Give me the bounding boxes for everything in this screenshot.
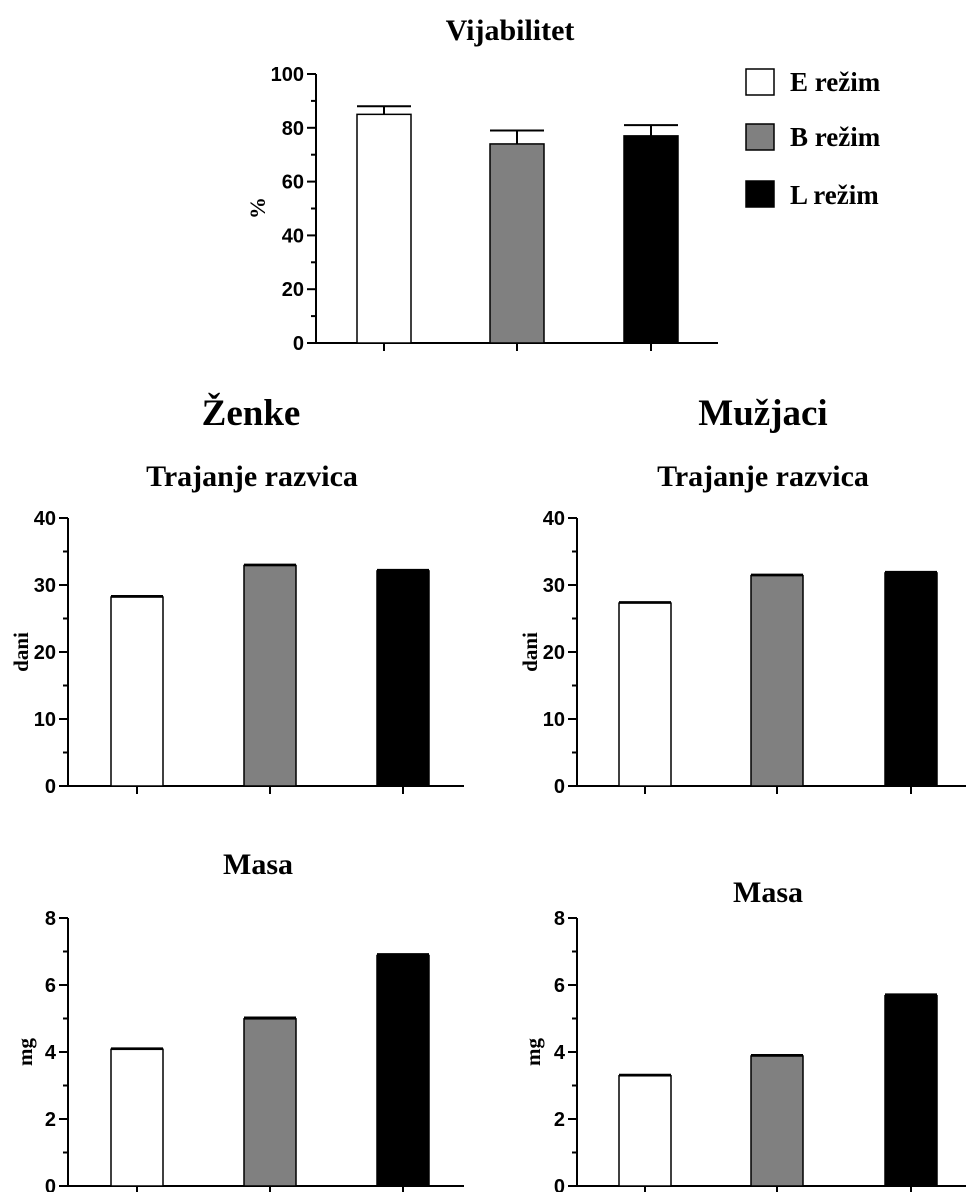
y-axis-label: %: [245, 197, 270, 219]
bar: [376, 570, 430, 787]
bar: [356, 113, 412, 344]
y-tick-label: 80: [282, 118, 304, 140]
bar: [750, 574, 804, 787]
legend: E režim B režim L režim: [745, 67, 881, 210]
bar: [376, 954, 430, 1187]
legend-swatch-l: [745, 180, 775, 208]
legend-swatch-b: [745, 123, 775, 151]
chart-trajanje-zenke: Trajanje razvica dani 0 10 20 30 40: [9, 460, 464, 798]
chart-title: Masa: [733, 876, 803, 909]
y-tick-label: 4: [45, 1042, 57, 1064]
y-tick-label: 40: [543, 508, 565, 530]
bar: [623, 135, 679, 344]
legend-label-b: B režim: [790, 122, 881, 152]
y-tick-label: 6: [554, 975, 565, 997]
bar: [618, 602, 672, 787]
chart-title: Trajanje razvica: [146, 460, 358, 493]
chart-trajanje-muzjaci: Trajanje razvica dani 0 10 20 30 40: [518, 460, 966, 798]
bar: [243, 564, 297, 787]
bar: [618, 1075, 672, 1187]
y-tick-label: 8: [554, 908, 565, 930]
legend-swatch-e: [745, 68, 775, 96]
y-axis-label: mg: [521, 1038, 545, 1066]
chart-masa-zenke: Masa mg 0 2 4 6 8: [13, 848, 464, 1192]
chart-title: Masa: [223, 848, 293, 881]
y-tick-label: 8: [45, 908, 56, 930]
bar: [884, 572, 938, 787]
bar: [110, 596, 164, 787]
y-tick-label: 30: [543, 575, 565, 597]
y-tick-label: 6: [45, 975, 56, 997]
y-tick-label: 100: [271, 64, 304, 86]
y-tick-label: 20: [282, 279, 304, 301]
y-tick-label: 2: [554, 1109, 565, 1131]
heading-males: Mužjaci: [698, 393, 827, 434]
chart-vijabilitet: Vijabilitet% 0 20 40 60 80 100: [245, 14, 718, 355]
bar: [489, 143, 545, 344]
y-tick-label: 10: [543, 709, 565, 731]
y-tick-label: 0: [45, 776, 56, 798]
y-tick-label: 0: [554, 776, 565, 798]
legend-label-e: E režim: [790, 67, 881, 97]
y-tick-label: 0: [554, 1176, 565, 1192]
y-tick-label: 4: [554, 1042, 566, 1064]
y-tick-label: 0: [45, 1176, 56, 1192]
y-tick-label: 2: [45, 1109, 56, 1131]
bar: [750, 1055, 804, 1187]
y-tick-label: 0: [293, 333, 304, 355]
chart-masa-muzjaci: Masa mg 0 2 4 6 8: [521, 876, 966, 1192]
heading-females: Ženke: [202, 392, 301, 434]
chart-title: Vijabilitet: [446, 14, 575, 47]
y-tick-label: 20: [543, 642, 565, 664]
y-tick-label: 40: [34, 508, 56, 530]
y-tick-label: 10: [34, 709, 56, 731]
y-tick-label: 20: [34, 642, 56, 664]
chart-title: Trajanje razvica: [657, 460, 869, 493]
bar: [243, 1018, 297, 1187]
bar: [110, 1048, 164, 1187]
y-tick-label: 60: [282, 172, 304, 194]
y-tick-label: 30: [34, 575, 56, 597]
y-axis-label: mg: [13, 1038, 37, 1066]
legend-label-l: L režim: [790, 180, 879, 210]
y-tick-label: 40: [282, 225, 304, 247]
y-axis-label: dani: [9, 632, 33, 672]
y-axis-label: dani: [518, 632, 542, 672]
bar: [884, 994, 938, 1187]
